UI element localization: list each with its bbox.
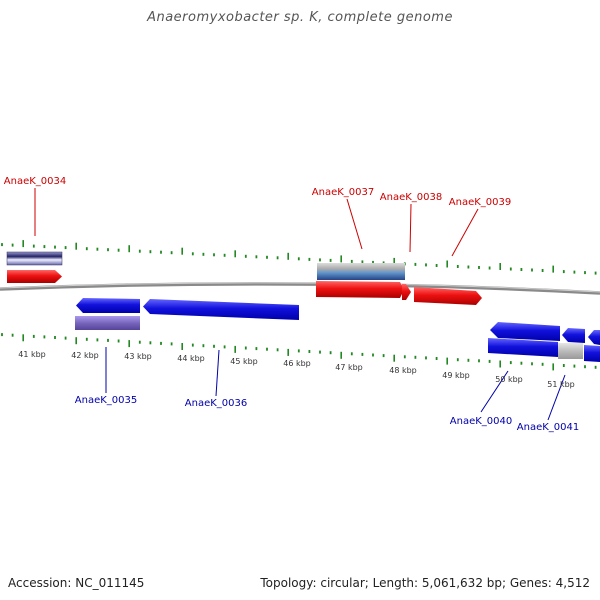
gene-label-anaek-0038[interactable]: AnaeK_0038 <box>380 192 442 203</box>
gene-arrow-next-reverse[interactable] <box>588 330 600 345</box>
scale-label-48kbp: 48 kbp <box>389 366 417 375</box>
genome-info-text: Topology: circular; Length: 5,061,632 bp… <box>260 576 590 590</box>
scale-label-50kbp: 50 kbp <box>495 375 523 384</box>
scale-label-51kbp: 51 kbp <box>547 380 575 389</box>
gene-arrow-anaek-0040[interactable] <box>490 322 560 341</box>
gene-arrow-anaek-0039[interactable] <box>414 287 482 305</box>
accession-text: Accession: NC_011145 <box>8 576 145 590</box>
gene-arrow-anaek-0036[interactable] <box>143 299 299 320</box>
gene-arrow-anaek-0037[interactable] <box>316 281 404 298</box>
leader-line-anaek-0041 <box>547 374 566 421</box>
gene-label-anaek-0036[interactable]: AnaeK_0036 <box>185 398 247 409</box>
gene-arrow-anaek-0038[interactable] <box>402 284 411 300</box>
inner-tick-row <box>1 333 597 371</box>
scale-label-49kbp: 49 kbp <box>442 371 470 380</box>
outer-tick-row <box>1 240 597 275</box>
gene-label-anaek-0037[interactable]: AnaeK_0037 <box>312 187 374 198</box>
scale-label-45kbp: 45 kbp <box>230 357 258 366</box>
gene-label-anaek-0034[interactable]: AnaeK_0034 <box>4 176 66 187</box>
feature-track-gray <box>558 343 583 359</box>
gene-arrow-anaek-0034[interactable] <box>7 270 62 283</box>
gene-arrow-anaek-0035[interactable] <box>76 298 140 313</box>
leader-line-anaek-0039 <box>451 208 479 257</box>
scale-label-47kbp: 47 kbp <box>335 363 363 372</box>
scale-label-46kbp: 46 kbp <box>283 359 311 368</box>
leader-line-anaek-0038 <box>409 203 412 253</box>
gene-label-anaek-0040[interactable]: AnaeK_0040 <box>450 416 512 427</box>
scale-label-42kbp: 42 kbp <box>71 351 99 360</box>
map-title: Anaeromyxobacter sp. K, complete genome <box>147 10 453 25</box>
backbone-highlight <box>0 282 600 293</box>
gene-label-anaek-0041[interactable]: AnaeK_0041 <box>517 422 579 433</box>
feature-track-steel <box>317 263 405 280</box>
scale-label-43kbp: 43 kbp <box>124 352 152 361</box>
leader-line-anaek-0040 <box>480 370 509 413</box>
gene-bar-reverse-lower[interactable] <box>488 338 558 357</box>
scale-label-44kbp: 44 kbp <box>177 354 205 363</box>
feature-track-navy <box>6 251 63 266</box>
gene-arrow-anaek-0041[interactable] <box>562 328 585 343</box>
gene-label-anaek-0039[interactable]: AnaeK_0039 <box>449 197 511 208</box>
backbone-line <box>0 282 600 295</box>
scale-label-41kbp: 41 kbp <box>18 350 46 359</box>
leader-line-anaek-0037 <box>346 198 363 250</box>
leader-line-anaek-0036 <box>215 349 220 397</box>
gene-bar-reverse-lower-right[interactable] <box>584 345 600 362</box>
gene-label-anaek-0035[interactable]: AnaeK_0035 <box>75 395 137 406</box>
feature-track-purple <box>75 316 140 330</box>
